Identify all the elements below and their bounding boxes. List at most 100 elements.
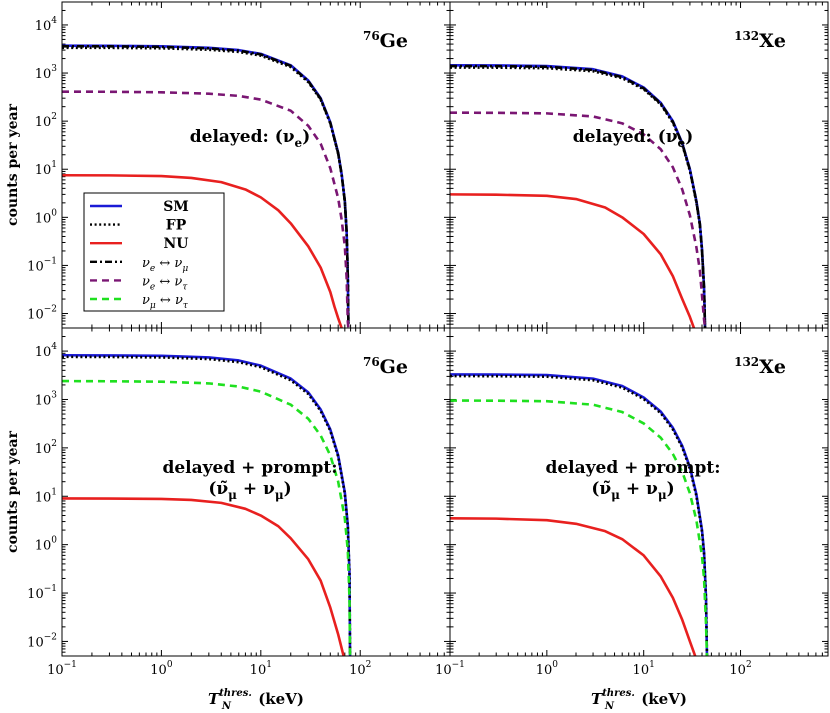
legend-arrow: ↔ <box>155 256 174 271</box>
tick-base: 10 <box>35 442 52 457</box>
series-line-sm <box>450 373 709 656</box>
tick-base: 10 <box>35 67 52 82</box>
x-axis-label-symbol: T <box>591 690 604 708</box>
y-axis-label: counts per year <box>5 103 21 226</box>
annotation-label: delayed: (νe) <box>190 127 310 150</box>
tick-exponent: −2 <box>44 632 57 642</box>
tick-base: 10 <box>250 663 267 678</box>
isotope-symbol: Xe <box>759 30 786 52</box>
tick-exponent: 3 <box>51 64 57 74</box>
annotation-subscript: e <box>295 136 303 150</box>
x-axis-label: Tthres. N (keV) <box>208 688 304 712</box>
y-tick-label: 10−2 <box>27 632 57 650</box>
tick-exponent: 2 <box>746 660 752 670</box>
series-line-nu <box>62 173 343 328</box>
tick-base: 10 <box>536 663 553 678</box>
annotation-label: delayed: (νe) <box>573 127 693 150</box>
legend-box <box>83 192 225 312</box>
tick-exponent: 0 <box>51 208 57 218</box>
series-line-e <box>450 111 707 328</box>
y-tick-label: 102 <box>35 439 57 457</box>
x-axis-label-subscript: N <box>221 701 232 712</box>
legend-label: νe ↔ νμ <box>142 256 188 274</box>
tick-base: 10 <box>35 539 52 554</box>
x-tick-label: 102 <box>729 660 751 678</box>
tick-exponent: 1 <box>649 660 655 670</box>
x-axis-label-superscript: thres. <box>602 688 635 699</box>
annotation-label: delayed + prompt: <box>545 458 720 478</box>
tick-base: 10 <box>35 163 52 178</box>
x-axis-label: Tthres. N (keV) <box>591 688 687 712</box>
tick-base: 10 <box>27 635 44 650</box>
annotation-label-2: (ν̃μ + νμ) <box>591 479 674 502</box>
series-line-nu <box>450 193 696 328</box>
y-tick-label: 104 <box>35 342 58 360</box>
tick-base: 10 <box>27 587 44 602</box>
tick-exponent: 1 <box>266 660 272 670</box>
series-group <box>62 353 352 656</box>
y-tick-label: 100 <box>35 536 58 554</box>
legend-subscript: τ <box>182 282 188 292</box>
y-tick-label: 101 <box>35 487 57 505</box>
legend-subscript: μ <box>150 301 156 311</box>
legend-nu: ν <box>142 256 150 271</box>
legend-arrow: ↔ <box>155 274 174 289</box>
tick-exponent: 0 <box>552 660 558 670</box>
tick-exponent: 1 <box>51 160 57 170</box>
isotope-label: 132Xe <box>734 355 786 378</box>
tick-base: 10 <box>435 663 452 678</box>
annotation-part: (ν̃ <box>208 479 228 499</box>
annotation-part: ) <box>667 479 675 499</box>
tick-exponent: 4 <box>51 16 57 26</box>
tick-base: 10 <box>27 259 44 274</box>
x-tick-label: 101 <box>633 660 655 678</box>
tick-exponent: 2 <box>366 660 372 670</box>
annotation-subscript: μ <box>611 488 620 502</box>
tick-base: 10 <box>35 19 52 34</box>
series-line-sm <box>450 63 707 328</box>
x-tick-label: 101 <box>250 660 272 678</box>
annotation-part: delayed: (ν <box>190 127 295 147</box>
series-line-fp <box>62 46 350 325</box>
y-axis-label: counts per year <box>5 430 21 553</box>
annotation-subscript: μ <box>275 488 284 502</box>
tick-base: 10 <box>35 345 52 360</box>
annotation-subscript: μ <box>228 488 237 502</box>
tick-exponent: 0 <box>51 536 57 546</box>
x-tick-label: 10−1 <box>47 660 77 678</box>
tick-base: 10 <box>35 211 52 226</box>
tick-base: 10 <box>35 490 52 505</box>
tick-exponent: 3 <box>51 390 57 400</box>
series-line-nu <box>450 517 697 656</box>
series-line-fp <box>450 66 707 328</box>
tick-base: 10 <box>27 308 44 323</box>
legend-label: νμ ↔ ντ <box>142 293 189 311</box>
legend-nu: ν <box>142 274 150 289</box>
x-tick-label: 100 <box>536 660 559 678</box>
y-tick-label: 101 <box>35 160 57 178</box>
legend-subscript: τ <box>183 301 189 311</box>
annotation-part: ) <box>302 127 310 147</box>
series-group <box>450 63 707 328</box>
tick-exponent: −1 <box>44 256 57 266</box>
legend-subscript: e <box>150 282 155 292</box>
legend-arrow: ↔ <box>156 293 175 308</box>
series-group <box>62 44 350 328</box>
series-line-oscillation <box>450 399 709 656</box>
isotope-mass-number: 76 <box>363 29 380 43</box>
legend-subscript: e <box>150 264 155 274</box>
legend-subscript: μ <box>182 264 188 274</box>
legend-nu: ν <box>175 293 183 308</box>
annotation-subscript: μ <box>658 488 667 502</box>
series-line-fp <box>62 355 352 656</box>
isotope-symbol: Ge <box>380 356 408 378</box>
tick-base: 10 <box>633 663 650 678</box>
y-tick-label: 10−1 <box>27 256 57 274</box>
annotation-label: delayed + prompt: <box>162 458 337 478</box>
legend-nu: ν <box>174 274 182 289</box>
tick-exponent: 1 <box>51 487 57 497</box>
